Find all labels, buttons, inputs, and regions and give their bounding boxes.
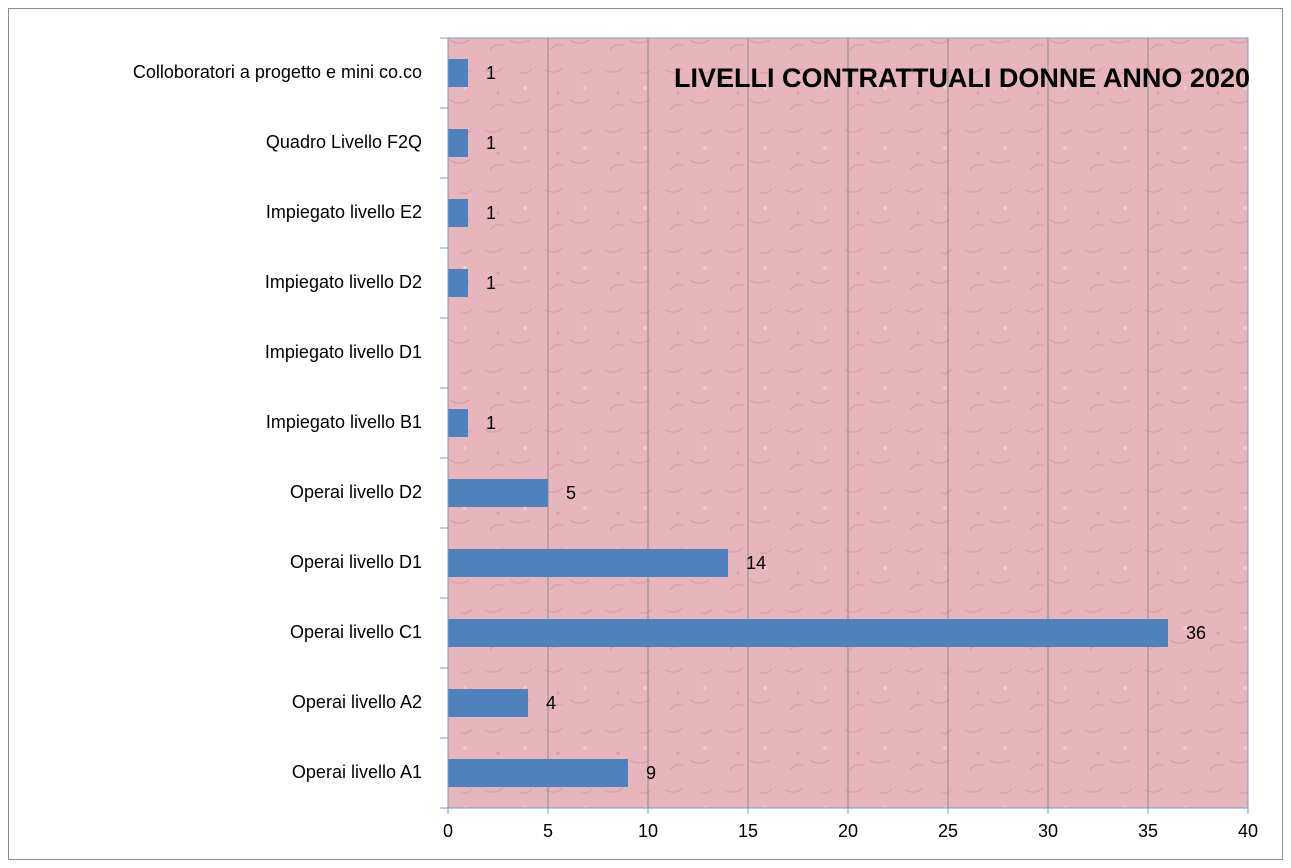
- y-tick-label: Impiegato livello D1: [265, 342, 422, 362]
- bar: [448, 479, 548, 507]
- x-tick-label: 30: [1038, 821, 1058, 841]
- bar: [448, 129, 468, 157]
- y-tick-label: Impiegato livello E2: [266, 202, 422, 222]
- value-label: 1: [486, 413, 496, 433]
- chart-title: LIVELLI CONTRATTUALI DONNE ANNO 2020: [674, 63, 1250, 93]
- y-tick-label: Impiegato livello B1: [266, 412, 422, 432]
- y-tick-label: Colloboratori a progetto e mini co.co: [133, 62, 422, 82]
- x-tick-label: 0: [443, 821, 453, 841]
- y-tick-label: Operai livello C1: [290, 622, 422, 642]
- bar: [448, 689, 528, 717]
- bar: [448, 619, 1168, 647]
- y-tick-label: Quadro Livello F2Q: [266, 132, 422, 152]
- bar: [448, 409, 468, 437]
- value-label: 9: [646, 763, 656, 783]
- value-label: 4: [546, 693, 556, 713]
- y-tick-label: Operai livello D1: [290, 552, 422, 572]
- y-tick-label: Operai livello A2: [292, 692, 422, 712]
- x-tick-label: 35: [1138, 821, 1158, 841]
- x-tick-label: 20: [838, 821, 858, 841]
- bar: [448, 269, 468, 297]
- bar: [448, 59, 468, 87]
- x-tick-label: 40: [1238, 821, 1258, 841]
- y-tick-label: Operai livello A1: [292, 762, 422, 782]
- value-label: 14: [746, 553, 766, 573]
- x-tick-label: 10: [638, 821, 658, 841]
- value-label: 1: [486, 273, 496, 293]
- x-tick-label: 15: [738, 821, 758, 841]
- y-tick-label: Operai livello D2: [290, 482, 422, 502]
- y-tick-label: Impiegato livello D2: [265, 272, 422, 292]
- value-label: 1: [486, 63, 496, 83]
- value-label: 1: [486, 203, 496, 223]
- value-label: 36: [1186, 623, 1206, 643]
- x-tick-label: 25: [938, 821, 958, 841]
- bar: [448, 759, 628, 787]
- value-label: 1: [486, 133, 496, 153]
- plot-border: [447, 37, 1249, 809]
- bar: [448, 199, 468, 227]
- bar: [448, 549, 728, 577]
- x-tick-label: 5: [543, 821, 553, 841]
- value-label: 5: [566, 483, 576, 503]
